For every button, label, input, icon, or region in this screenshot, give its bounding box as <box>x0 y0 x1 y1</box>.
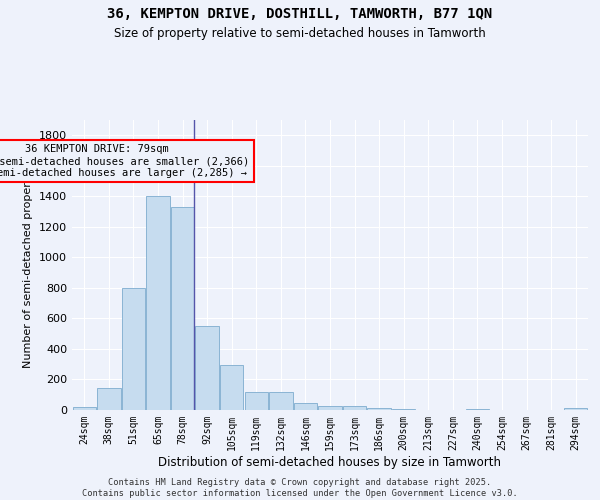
Bar <box>220 365 244 410</box>
Bar <box>73 407 96 410</box>
Bar <box>343 406 366 410</box>
Bar <box>319 406 341 410</box>
Text: Contains HM Land Registry data © Crown copyright and database right 2025.
Contai: Contains HM Land Registry data © Crown c… <box>82 478 518 498</box>
Bar <box>367 408 391 410</box>
Text: 36, KEMPTON DRIVE, DOSTHILL, TAMWORTH, B77 1QN: 36, KEMPTON DRIVE, DOSTHILL, TAMWORTH, B… <box>107 8 493 22</box>
Bar <box>269 392 293 410</box>
Bar <box>466 409 489 410</box>
Text: Size of property relative to semi-detached houses in Tamworth: Size of property relative to semi-detach… <box>114 28 486 40</box>
Text: 36 KEMPTON DRIVE: 79sqm
← 50% of semi-detached houses are smaller (2,366)
48% of: 36 KEMPTON DRIVE: 79sqm ← 50% of semi-de… <box>0 144 250 178</box>
Y-axis label: Number of semi-detached properties: Number of semi-detached properties <box>23 162 34 368</box>
Bar <box>564 408 587 410</box>
Bar <box>97 388 121 410</box>
Bar <box>294 403 317 410</box>
Bar <box>245 392 268 410</box>
Bar <box>196 326 219 410</box>
X-axis label: Distribution of semi-detached houses by size in Tamworth: Distribution of semi-detached houses by … <box>158 456 502 468</box>
Bar <box>146 196 170 410</box>
Bar <box>122 288 145 410</box>
Bar <box>171 207 194 410</box>
Bar <box>392 409 415 410</box>
